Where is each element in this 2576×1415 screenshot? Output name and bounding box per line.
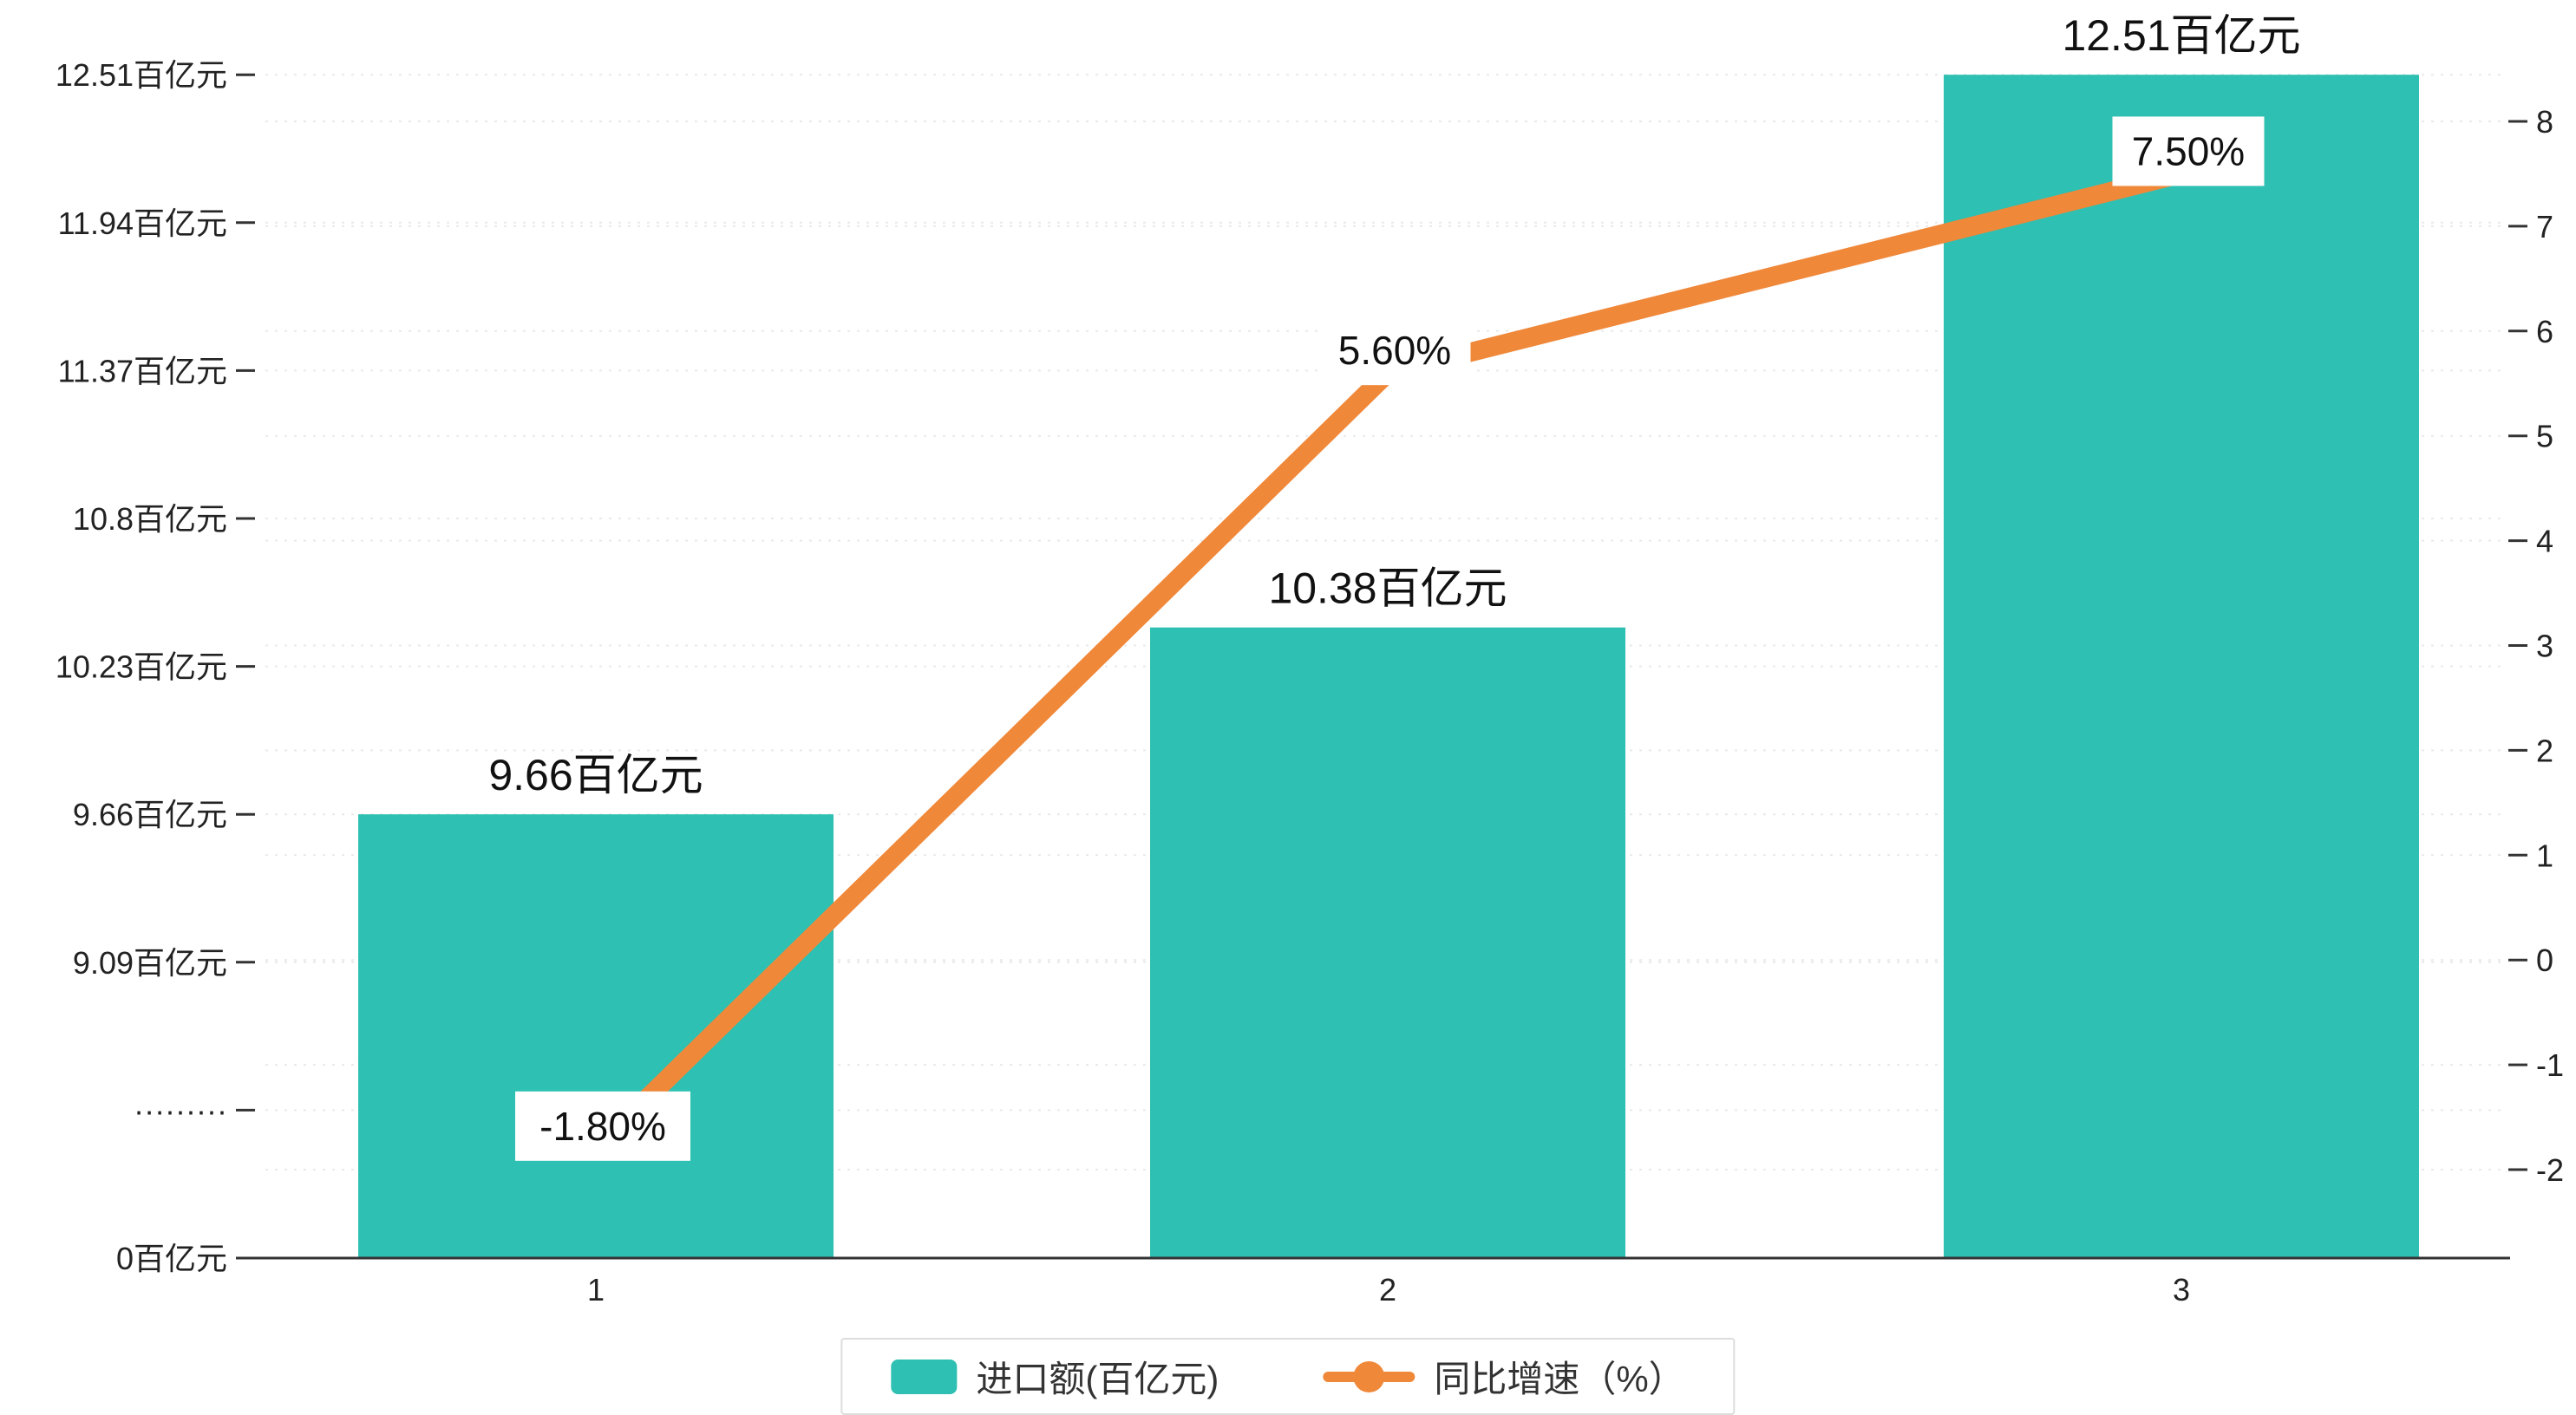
left-axis-tick-label: 10.8百亿元 [73,501,227,537]
bar-value-label: 9.66百亿元 [488,751,703,799]
legend-item-growth[interactable]: 同比增速（%） [1323,1350,1685,1403]
right-axis-tick-label: 2 [2536,733,2553,768]
left-axis-tick-label: 0百亿元 [116,1241,227,1276]
right-axis-tick-label: 4 [2536,524,2553,559]
right-axis-tick-label: 3 [2536,629,2553,664]
line-value-label: 5.60% [1338,328,1451,373]
left-axis-tick-label: 10.23百亿元 [56,649,227,685]
right-axis-tick-label: 6 [2536,314,2553,349]
right-axis-tick-label: -2 [2536,1152,2564,1188]
bar-value-label: 10.38百亿元 [1268,564,1507,613]
left-axis-tick-label: 12.51百亿元 [56,57,227,93]
left-axis-tick-label: ········· [134,1092,227,1128]
x-axis-category-label: 3 [2173,1272,2190,1307]
legend: 进口额(百亿元) 同比增速（%） [840,1338,1736,1415]
legend-label-growth: 同比增速（%） [1434,1359,1685,1399]
bar-2 [1150,627,1625,1258]
bar-value-label: 12.51百亿元 [2062,11,2300,60]
left-axis-tick-label: 9.66百亿元 [73,797,227,832]
right-axis-tick-label: 8 [2536,104,2553,140]
bar-legend-swatch-icon [891,1359,958,1394]
line-value-label: 7.50% [2132,128,2245,173]
right-axis-tick-label: 7 [2536,209,2553,245]
line-legend-dot [1353,1360,1385,1392]
right-axis-tick-label: 1 [2536,838,2553,873]
line-value-label: -1.80% [539,1104,666,1149]
x-axis-category-label: 2 [1379,1272,1396,1307]
left-axis-tick-label: 11.37百亿元 [58,353,227,388]
line-legend-swatch-icon [1323,1360,1415,1394]
bar-3 [1944,75,2419,1259]
right-axis-tick-label: -1 [2536,1047,2564,1083]
bar-1 [358,814,834,1258]
x-axis-category-label: 1 [587,1272,605,1307]
line-value-label-box [515,1091,690,1161]
legend-label-imports: 进口额(百亿元) [976,1359,1219,1399]
right-axis-tick-label: 5 [2536,419,2553,454]
right-axis-tick-label: 0 [2536,942,2553,978]
left-axis-tick-label: 11.94百亿元 [58,205,227,241]
legend-item-imports[interactable]: 进口额(百亿元) [891,1350,1219,1403]
line-value-label-box [2112,116,2265,186]
line-value-label-box [1318,316,1471,386]
left-axis-tick-label: 9.09百亿元 [73,945,227,981]
